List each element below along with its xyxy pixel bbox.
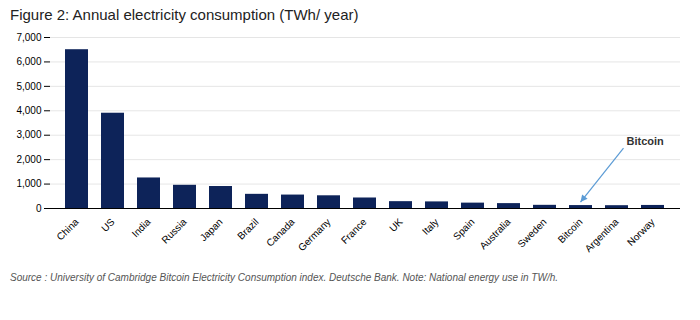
svg-text:7,000: 7,000 (16, 32, 41, 43)
svg-text:Canada: Canada (264, 216, 297, 249)
svg-text:France: France (339, 216, 369, 246)
svg-text:Bitcoin: Bitcoin (627, 135, 665, 147)
svg-text:2,000: 2,000 (16, 154, 41, 165)
svg-text:Argentina: Argentina (583, 216, 621, 254)
svg-text:India: India (130, 216, 153, 239)
svg-text:Norway: Norway (625, 216, 657, 248)
html-text:Figure 2: Annual electricity c: Figure 2: Annual electricity consumption… (10, 6, 359, 23)
svg-text:5,000: 5,000 (16, 81, 41, 92)
svg-text:Australia: Australia (477, 216, 513, 252)
svg-text:6,000: 6,000 (16, 56, 41, 67)
svg-text:Italy: Italy (420, 216, 441, 237)
svg-text:Germany: Germany (296, 216, 333, 253)
svg-text:4,000: 4,000 (16, 105, 41, 116)
svg-text:Bitcoin: Bitcoin (556, 216, 585, 245)
svg-text:Brazil: Brazil (235, 216, 260, 241)
svg-text:UK: UK (387, 216, 405, 234)
svg-text:Sweden: Sweden (515, 216, 548, 249)
svg-text:1,000: 1,000 (16, 178, 41, 189)
svg-text:0: 0 (36, 203, 42, 214)
svg-text:US: US (99, 216, 117, 234)
svg-text:3,000: 3,000 (16, 129, 41, 140)
svg-text:Russia: Russia (159, 216, 189, 246)
svg-text:Japan: Japan (198, 216, 225, 243)
html-text:Source : University of Cambrid: Source : University of Cambridge Bitcoin… (10, 272, 558, 283)
svg-text:China: China (54, 216, 81, 243)
svg-text:Spain: Spain (451, 216, 477, 242)
